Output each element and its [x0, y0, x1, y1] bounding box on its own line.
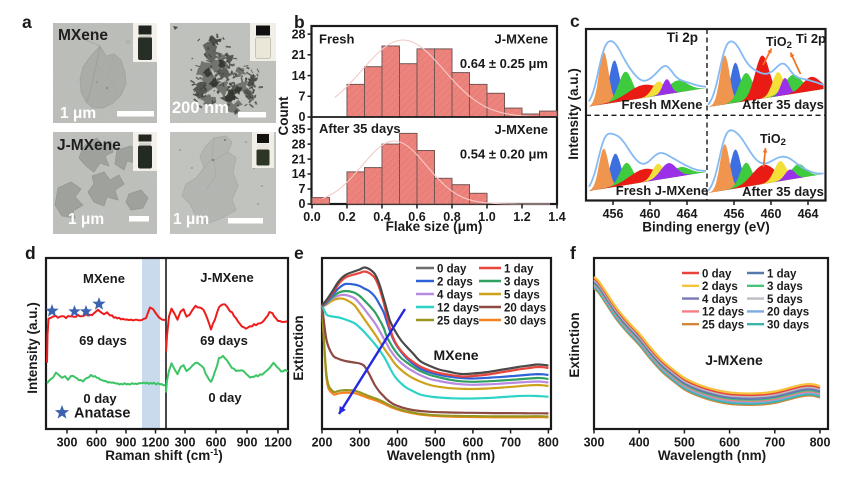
- svg-text:0.54 ± 0.20 μm: 0.54 ± 0.20 μm: [460, 147, 548, 162]
- svg-text:0.64 ± 0.25 μm: 0.64 ± 0.25 μm: [460, 56, 548, 71]
- svg-text:21: 21: [292, 48, 306, 62]
- svg-text:200: 200: [312, 436, 333, 450]
- svg-text:MXene: MXene: [83, 271, 125, 286]
- svg-text:3 days: 3 days: [504, 276, 540, 288]
- svg-text:Flake size (μm): Flake size (μm): [386, 219, 483, 234]
- svg-text:30 days: 30 days: [767, 320, 809, 332]
- svg-text:900: 900: [237, 436, 258, 450]
- svg-text:25 days: 25 days: [437, 315, 479, 327]
- svg-text:Raman shift (cm-1): Raman shift (cm-1): [105, 447, 223, 463]
- svg-text:J-MXene: J-MXene: [495, 32, 548, 47]
- svg-text:600: 600: [86, 436, 107, 450]
- svg-text:1.2: 1.2: [513, 210, 530, 224]
- svg-text:2 days: 2 days: [702, 281, 738, 293]
- svg-text:1.4: 1.4: [548, 210, 565, 224]
- svg-text:0 day: 0 day: [437, 263, 467, 275]
- svg-text:Fresh MXene: Fresh MXene: [622, 97, 703, 112]
- svg-text:f: f: [570, 243, 576, 263]
- svg-text:Ti 2p: Ti 2p: [796, 31, 826, 46]
- svg-text:1 day: 1 day: [504, 263, 534, 275]
- svg-text:Anatase: Anatase: [74, 406, 130, 422]
- svg-text:12 days: 12 days: [702, 307, 744, 319]
- svg-text:d: d: [25, 243, 36, 263]
- svg-text:Wavelength (nm): Wavelength (nm): [658, 448, 766, 463]
- svg-text:800: 800: [538, 436, 559, 450]
- svg-text:5 days: 5 days: [767, 294, 803, 306]
- svg-text:800: 800: [810, 436, 831, 450]
- svg-text:300: 300: [349, 436, 370, 450]
- svg-text:1 μm: 1 μm: [68, 211, 104, 228]
- svg-text:7: 7: [299, 182, 306, 196]
- svg-text:700: 700: [764, 436, 785, 450]
- svg-text:Binding energy (eV): Binding energy (eV): [642, 220, 770, 235]
- svg-text:Count: Count: [276, 96, 291, 135]
- svg-text:14: 14: [292, 167, 306, 181]
- svg-text:1200: 1200: [264, 436, 292, 450]
- svg-text:30 days: 30 days: [504, 315, 546, 327]
- svg-text:300: 300: [57, 436, 78, 450]
- svg-text:J-MXene: J-MXene: [57, 137, 121, 154]
- svg-text:c: c: [570, 11, 580, 31]
- svg-text:1 μm: 1 μm: [60, 105, 96, 122]
- svg-text:0 day: 0 day: [208, 390, 242, 405]
- svg-text:0 day: 0 day: [702, 268, 732, 280]
- svg-text:1 μm: 1 μm: [173, 211, 209, 228]
- svg-text:J-MXene: J-MXene: [200, 270, 253, 285]
- svg-text:12 days: 12 days: [437, 302, 479, 314]
- svg-text:69 days: 69 days: [200, 333, 248, 348]
- svg-text:Ti 2p: Ti 2p: [667, 30, 698, 45]
- svg-text:J-MXene: J-MXene: [495, 122, 548, 137]
- svg-text:Intensity (a.u.): Intensity (a.u.): [25, 302, 40, 394]
- svg-text:After 35 days: After 35 days: [319, 121, 401, 136]
- svg-text:7: 7: [299, 89, 306, 103]
- svg-text:0 day: 0 day: [83, 391, 117, 406]
- svg-text:20 days: 20 days: [767, 307, 809, 319]
- svg-text:14: 14: [292, 69, 306, 83]
- svg-text:a: a: [22, 12, 32, 32]
- svg-text:1 day: 1 day: [767, 268, 797, 280]
- svg-text:20 days: 20 days: [504, 302, 546, 314]
- svg-text:4 days: 4 days: [437, 289, 473, 301]
- svg-text:Intensity (a.u.): Intensity (a.u.): [566, 68, 581, 160]
- svg-text:456: 456: [603, 207, 624, 221]
- svg-text:21: 21: [292, 152, 306, 166]
- svg-text:0.2: 0.2: [338, 210, 355, 224]
- svg-text:Wavelength (nm): Wavelength (nm): [387, 448, 495, 463]
- svg-text:5 days: 5 days: [504, 289, 540, 301]
- svg-text:J-MXene: J-MXene: [705, 352, 763, 368]
- svg-text:200 nm: 200 nm: [172, 99, 229, 117]
- svg-text:700: 700: [500, 436, 521, 450]
- svg-text:28: 28: [292, 27, 306, 41]
- svg-text:MXene: MXene: [433, 347, 478, 363]
- svg-text:2 days: 2 days: [437, 276, 473, 288]
- svg-text:400: 400: [629, 436, 650, 450]
- svg-text:3 days: 3 days: [767, 281, 803, 293]
- svg-text:464: 464: [798, 207, 819, 221]
- svg-text:Fresh: Fresh: [319, 32, 354, 47]
- svg-text:After 35 days: After 35 days: [742, 97, 824, 112]
- svg-text:Extinction: Extinction: [567, 312, 582, 377]
- svg-text:After 35 days: After 35 days: [742, 184, 824, 199]
- svg-text:Fresh J-MXene: Fresh J-MXene: [616, 183, 708, 198]
- svg-text:28: 28: [292, 137, 306, 151]
- svg-text:35: 35: [292, 122, 306, 136]
- svg-text:4 days: 4 days: [702, 294, 738, 306]
- svg-text:25 days: 25 days: [702, 320, 744, 332]
- svg-text:e: e: [294, 243, 304, 263]
- svg-text:Extinction: Extinction: [291, 315, 306, 380]
- svg-text:69 days: 69 days: [79, 333, 127, 348]
- svg-text:300: 300: [584, 436, 605, 450]
- svg-text:0.0: 0.0: [303, 210, 320, 224]
- svg-text:MXene: MXene: [58, 27, 108, 44]
